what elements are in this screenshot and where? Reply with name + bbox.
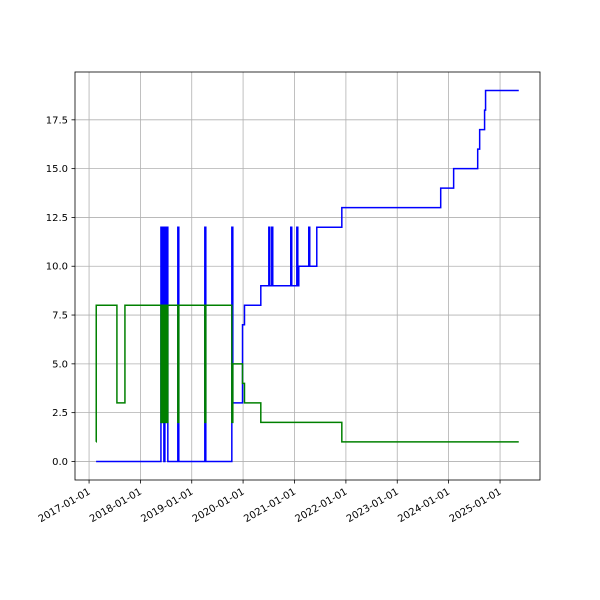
y-tick-label: 17.5 [46,115,68,126]
y-tick-label: 15.0 [46,164,68,175]
plot-frame [74,71,541,481]
y-tick-label: 7.5 [52,311,68,322]
series-line [95,304,519,443]
y-tick-label: 12.5 [46,213,68,224]
y-tick-label: 2.5 [52,408,68,419]
y-tick-label: 0.0 [52,457,68,468]
y-tick-label: 10.0 [46,262,68,273]
y-tick-label: 5.0 [52,359,68,370]
